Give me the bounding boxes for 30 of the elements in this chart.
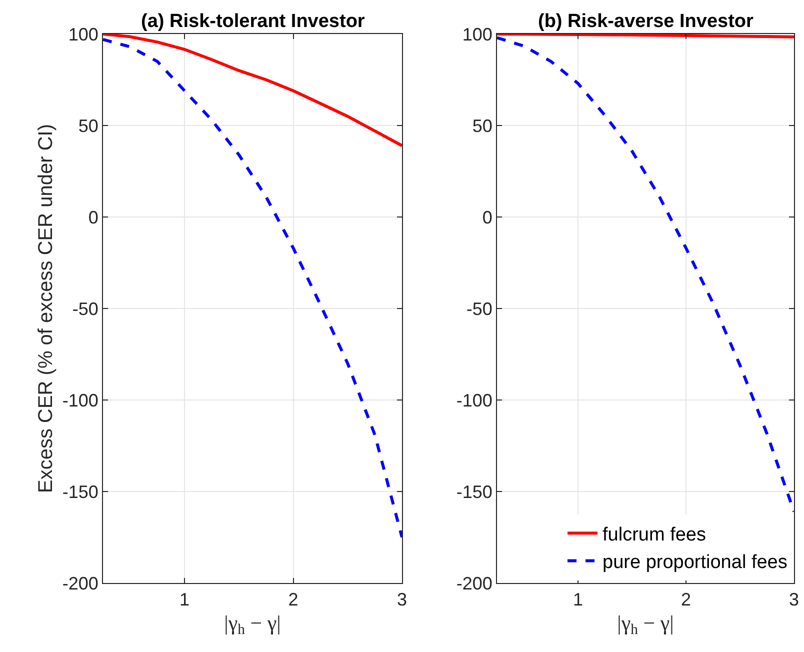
x-axis-title: |γ$_{h}$ − γ| [617, 610, 674, 638]
y-tick-label: -150 [456, 482, 492, 502]
y-tick-label: 50 [78, 116, 98, 136]
y-tick-label: 100 [462, 24, 492, 44]
x-tick-label: 1 [180, 590, 190, 610]
x-axis-title: |γ$_{h}$ − γ| [224, 610, 281, 638]
line-series [103, 34, 402, 148]
x-tick-label: 3 [788, 590, 800, 610]
y-tick-label: -50 [466, 298, 492, 319]
y-tick-label: 100 [68, 24, 98, 44]
x-tick-label: 2 [680, 590, 692, 610]
y-tick-label: -50 [72, 298, 98, 319]
y-tick-label: -200 [456, 573, 492, 594]
x-tick-label: 1 [572, 590, 584, 610]
y-axis-title: Excess CER (% of excess CER under CI) [34, 124, 57, 493]
chart-title: (b) Risk-averse Investor [538, 11, 754, 32]
x-tick-label: 2 [288, 590, 298, 610]
x-tick-label: 3 [396, 590, 408, 610]
y-tick-label: -200 [62, 573, 98, 594]
chart-title: (a) Risk-tolerant Investor [141, 11, 366, 32]
legend-label: fulcrum fees [602, 524, 706, 546]
y-tick-label: -100 [456, 390, 492, 410]
y-tick-label: -150 [62, 482, 98, 502]
y-tick-label: 0 [482, 207, 492, 228]
line-series [103, 38, 402, 539]
y-tick-label: 50 [472, 116, 492, 136]
line-series [497, 36, 794, 514]
y-tick-label: 0 [88, 207, 98, 228]
y-tick-label: -100 [62, 390, 98, 410]
legend-label: pure proportional fees [602, 552, 788, 574]
